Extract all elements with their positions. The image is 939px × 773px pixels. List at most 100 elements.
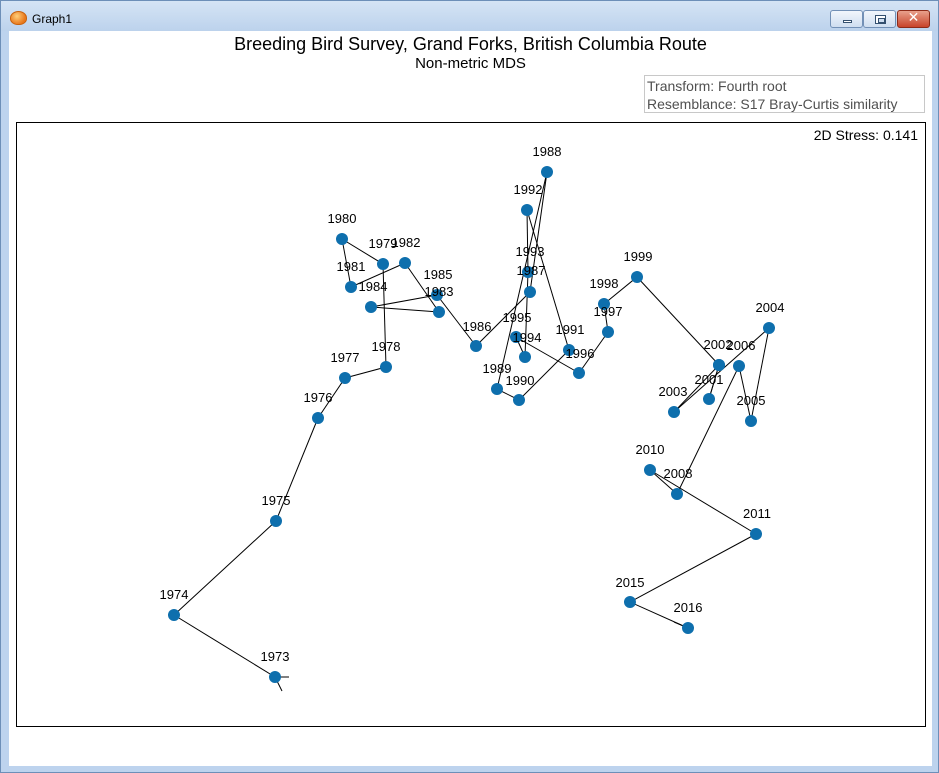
point-2004[interactable] (763, 322, 775, 334)
maximize-button[interactable] (863, 10, 896, 28)
transform-label: Transform: Fourth root (647, 78, 787, 94)
point-label: 1991 (556, 322, 585, 337)
trajectory-segment (578, 331, 609, 374)
point-label: 2010 (636, 442, 665, 457)
trajectory-segment (518, 349, 570, 401)
point-2005[interactable] (745, 415, 757, 427)
point-1978[interactable] (380, 361, 392, 373)
point-label: 1990 (506, 373, 535, 388)
trajectory-segment (496, 171, 548, 390)
trajectory-segment (673, 364, 720, 413)
point-2008[interactable] (671, 488, 683, 500)
trajectory-segment (370, 294, 438, 308)
trajectory-segment (317, 377, 346, 419)
point-1976[interactable] (312, 412, 324, 424)
point-label: 1977 (331, 350, 360, 365)
point-1994[interactable] (519, 351, 531, 363)
trajectory-segment (341, 238, 352, 288)
point-1987[interactable] (524, 286, 536, 298)
title-bar[interactable]: Graph1 ✕ (1, 1, 938, 31)
point-1990[interactable] (513, 394, 525, 406)
point-1995[interactable] (510, 331, 522, 343)
point-1993[interactable] (522, 266, 534, 278)
trajectory-segment (404, 262, 440, 313)
point-2011[interactable] (750, 528, 762, 540)
point-label: 1989 (483, 361, 512, 376)
point-1989[interactable] (491, 383, 503, 395)
point-1982[interactable] (399, 257, 411, 269)
point-2010[interactable] (644, 464, 656, 476)
close-button[interactable]: ✕ (897, 10, 930, 28)
graph-canvas: Breeding Bird Survey, Grand Forks, Briti… (9, 31, 932, 766)
point-label: 2004 (756, 300, 785, 315)
point-1984[interactable] (365, 301, 377, 313)
point-label: 1997 (594, 304, 623, 319)
point-label: 1981 (337, 259, 366, 274)
point-2003[interactable] (668, 406, 680, 418)
point-2006[interactable] (733, 360, 745, 372)
point-1983[interactable] (433, 306, 445, 318)
point-2016[interactable] (682, 622, 694, 634)
info-box: Transform: Fourth root Resemblance: S17 … (644, 75, 925, 113)
point-1992[interactable] (521, 204, 533, 216)
point-1997[interactable] (602, 326, 614, 338)
point-1985[interactable] (431, 289, 443, 301)
point-label: 2011 (743, 506, 771, 521)
point-label: 1978 (372, 339, 401, 354)
point-1991[interactable] (563, 344, 575, 356)
plot-area: 1973 1974 1975 1976 1977 1978 1979 1980 1981 1982… (16, 122, 926, 727)
point-1980[interactable] (336, 233, 348, 245)
point-label: 1985 (424, 267, 453, 282)
point-1988[interactable] (541, 166, 553, 178)
window-title: Graph1 (32, 12, 73, 26)
point-1986[interactable] (470, 340, 482, 352)
trajectory-segment (275, 417, 319, 522)
point-2001[interactable] (703, 393, 715, 405)
stress-label: 2D Stress: 0.141 (813, 127, 918, 143)
minimize-button[interactable] (830, 10, 863, 28)
point-label: 2015 (616, 575, 645, 590)
point-2015[interactable] (624, 596, 636, 608)
point-label: 1999 (624, 249, 653, 264)
point-2002[interactable] (713, 359, 725, 371)
point-label: 1975 (262, 493, 291, 508)
trajectory-segment (515, 336, 580, 374)
point-label: 1979 (369, 236, 398, 251)
point-label: 1995 (503, 310, 532, 325)
graph-subtitle: Non-metric MDS (415, 55, 526, 72)
point-1973[interactable] (269, 671, 281, 683)
minimize-icon (843, 20, 852, 23)
point-1974[interactable] (168, 609, 180, 621)
trajectory-segment (436, 294, 477, 347)
point-label: 1993 (516, 244, 545, 259)
trajectory-segment (370, 306, 440, 313)
point-label: 1974 (160, 587, 189, 602)
point-1999[interactable] (631, 271, 643, 283)
trajectory-segment (475, 291, 531, 347)
trajectory-segment (603, 276, 638, 305)
trajectory-segment (636, 276, 720, 366)
point-1981[interactable] (345, 281, 357, 293)
point-1975[interactable] (270, 515, 282, 527)
trajectory-segment (738, 365, 752, 422)
mds-plot: 1973 1974 1975 1976 1977 1978 1979 1980 1981 1982… (160, 144, 785, 692)
point-label: 1987 (517, 263, 546, 278)
point-label: 1976 (304, 390, 333, 405)
point-1979[interactable] (377, 258, 389, 270)
point-1998[interactable] (598, 298, 610, 310)
trajectory-segment (344, 366, 387, 379)
trajectory-segment (526, 209, 570, 351)
point-label: 1984 (359, 279, 388, 294)
trajectory-segment (350, 262, 406, 288)
point-label: 2005 (737, 393, 766, 408)
point-label: 1983 (425, 284, 454, 299)
trajectory-segment (173, 614, 276, 678)
trajectory-segment (526, 209, 529, 273)
point-1977[interactable] (339, 372, 351, 384)
point-label: 1996 (566, 346, 595, 361)
close-icon: ✕ (907, 10, 920, 26)
trajectory-segment (676, 365, 740, 495)
point-label: 2016 (674, 600, 703, 615)
point-label: 1986 (463, 319, 492, 334)
point-1996[interactable] (573, 367, 585, 379)
